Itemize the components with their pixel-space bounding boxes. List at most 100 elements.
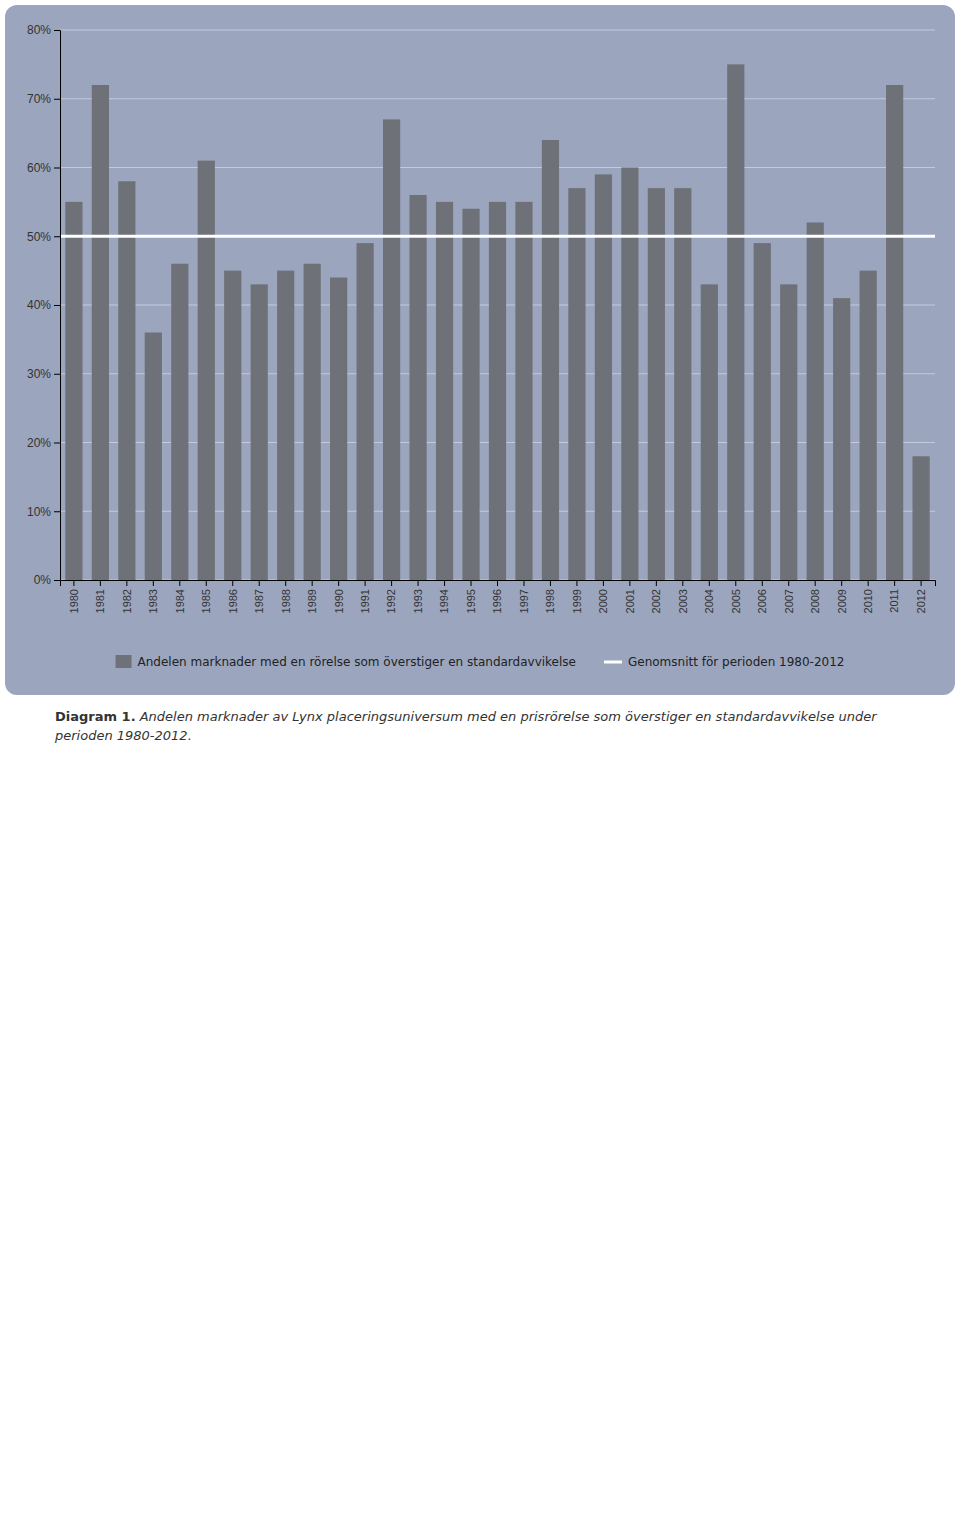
- x-tick: 1991: [359, 580, 371, 613]
- x-tick-mark: [126, 580, 127, 586]
- bar: [727, 64, 744, 580]
- x-tick: 1995: [465, 580, 477, 613]
- x-tick: 2012: [915, 580, 927, 613]
- y-axis-line: [54, 31, 61, 581]
- y-tick: 30%: [27, 367, 60, 381]
- x-tick-label: 1995: [465, 589, 477, 613]
- y-tick-mark: [54, 168, 60, 169]
- y-tick: 40%: [27, 298, 60, 312]
- x-tick-label: 1990: [332, 589, 344, 613]
- x-tick-label: 2006: [756, 589, 768, 613]
- x-tick-label: 2005: [730, 589, 742, 613]
- x-tick-mark: [153, 580, 154, 586]
- x-tick: 1989: [306, 580, 318, 613]
- y-tick-mark: [54, 305, 60, 306]
- x-tick-mark: [285, 580, 286, 586]
- x-axis: 1980198119821983198419851986198719881989…: [61, 580, 936, 613]
- y-tick-mark: [54, 374, 60, 375]
- bar: [489, 202, 506, 580]
- y-tick-mark: [54, 511, 60, 512]
- bar: [807, 223, 824, 581]
- x-tick-mark: [735, 580, 736, 586]
- x-tick: 2004: [703, 580, 715, 613]
- x-tick-label: 1987: [253, 589, 265, 613]
- x-tick-mark: [656, 580, 657, 586]
- x-tick-mark: [841, 580, 842, 586]
- x-tick-mark: [894, 580, 895, 586]
- bar: [542, 140, 559, 580]
- x-tick-label: 1997: [518, 589, 530, 613]
- x-tick: 2001: [624, 580, 636, 613]
- x-tick-label: 2002: [650, 589, 662, 613]
- y-tick-mark: [54, 236, 60, 237]
- legend-label: Genomsnitt för perioden 1980-2012: [628, 655, 845, 669]
- x-tick-label: 1999: [571, 589, 583, 613]
- bar: [409, 195, 426, 580]
- x-tick-mark: [682, 580, 683, 586]
- chart-container: 0%10%20%30%40%50%60%70%80%19801981198219…: [0, 0, 960, 700]
- bar: [304, 264, 321, 580]
- x-tick: 1996: [491, 580, 503, 613]
- x-tick-mark: [418, 580, 419, 586]
- x-tick: 2003: [677, 580, 689, 613]
- y-tick: 10%: [27, 505, 60, 519]
- bar: [330, 278, 347, 581]
- y-tick-label: 50%: [27, 230, 51, 244]
- y-tick-label: 20%: [27, 436, 51, 450]
- legend: Andelen marknader med en rörelse som öve…: [116, 655, 845, 669]
- y-axis: 0%10%20%30%40%50%60%70%80%: [27, 23, 61, 587]
- x-tick-label: 1998: [544, 589, 556, 613]
- bar: [701, 284, 718, 580]
- x-tick-mark: [73, 580, 74, 586]
- x-tick: 1983: [147, 580, 159, 613]
- x-tick: 1999: [571, 580, 583, 613]
- legend-item: Genomsnitt för perioden 1980-2012: [604, 655, 845, 669]
- bar: [436, 202, 453, 580]
- y-tick-label: 30%: [27, 367, 51, 381]
- bar: [224, 271, 241, 580]
- x-tick: 1987: [253, 580, 265, 613]
- x-axis-line: [61, 581, 936, 587]
- bar: [171, 264, 188, 580]
- grid-line: [60, 236, 935, 237]
- x-tick: 2009: [836, 580, 848, 613]
- page: {"chart_data": { "type": "bar", "categor…: [0, 0, 960, 746]
- x-tick-label: 1988: [280, 589, 292, 613]
- bar: [357, 243, 374, 580]
- x-tick-label: 2009: [836, 589, 848, 613]
- x-tick-label: 2000: [597, 589, 609, 613]
- x-tick-mark: [391, 580, 392, 586]
- y-tick-label: 70%: [27, 92, 51, 106]
- x-tick: 1984: [174, 580, 186, 613]
- bar: [886, 85, 903, 580]
- x-tick-mark: [206, 580, 207, 586]
- x-tick: 2006: [756, 580, 768, 613]
- bar: [65, 202, 82, 580]
- x-tick-label: 2012: [915, 589, 927, 613]
- legend-item: Andelen marknader med en rörelse som öve…: [116, 655, 576, 669]
- caption-text: Andelen marknader av Lynx placeringsuniv…: [55, 709, 877, 743]
- x-tick: 1992: [385, 580, 397, 613]
- x-tick-mark: [550, 580, 551, 586]
- bar: [198, 161, 215, 580]
- x-tick-label: 1989: [306, 589, 318, 613]
- x-tick-mark: [762, 580, 763, 586]
- bar: [754, 243, 771, 580]
- bar: [568, 188, 585, 580]
- grid: [60, 30, 935, 580]
- x-tick: 2010: [862, 580, 874, 613]
- x-tick-label: 1984: [174, 589, 186, 613]
- x-tick-label: 2011: [888, 589, 900, 613]
- x-tick: 1997: [518, 580, 530, 613]
- bar: [780, 284, 797, 580]
- y-tick-mark: [54, 580, 60, 581]
- plot-area: 0%10%20%30%40%50%60%70%80%19801981198219…: [27, 23, 936, 613]
- x-tick-mark: [338, 580, 339, 586]
- legend-swatch: [116, 655, 132, 668]
- x-tick-mark: [523, 580, 524, 586]
- x-tick-mark: [471, 580, 472, 586]
- y-tick-mark: [54, 443, 60, 444]
- y-tick: 0%: [34, 573, 60, 587]
- x-tick-label: 2003: [677, 589, 689, 613]
- x-tick-label: 1981: [94, 589, 106, 613]
